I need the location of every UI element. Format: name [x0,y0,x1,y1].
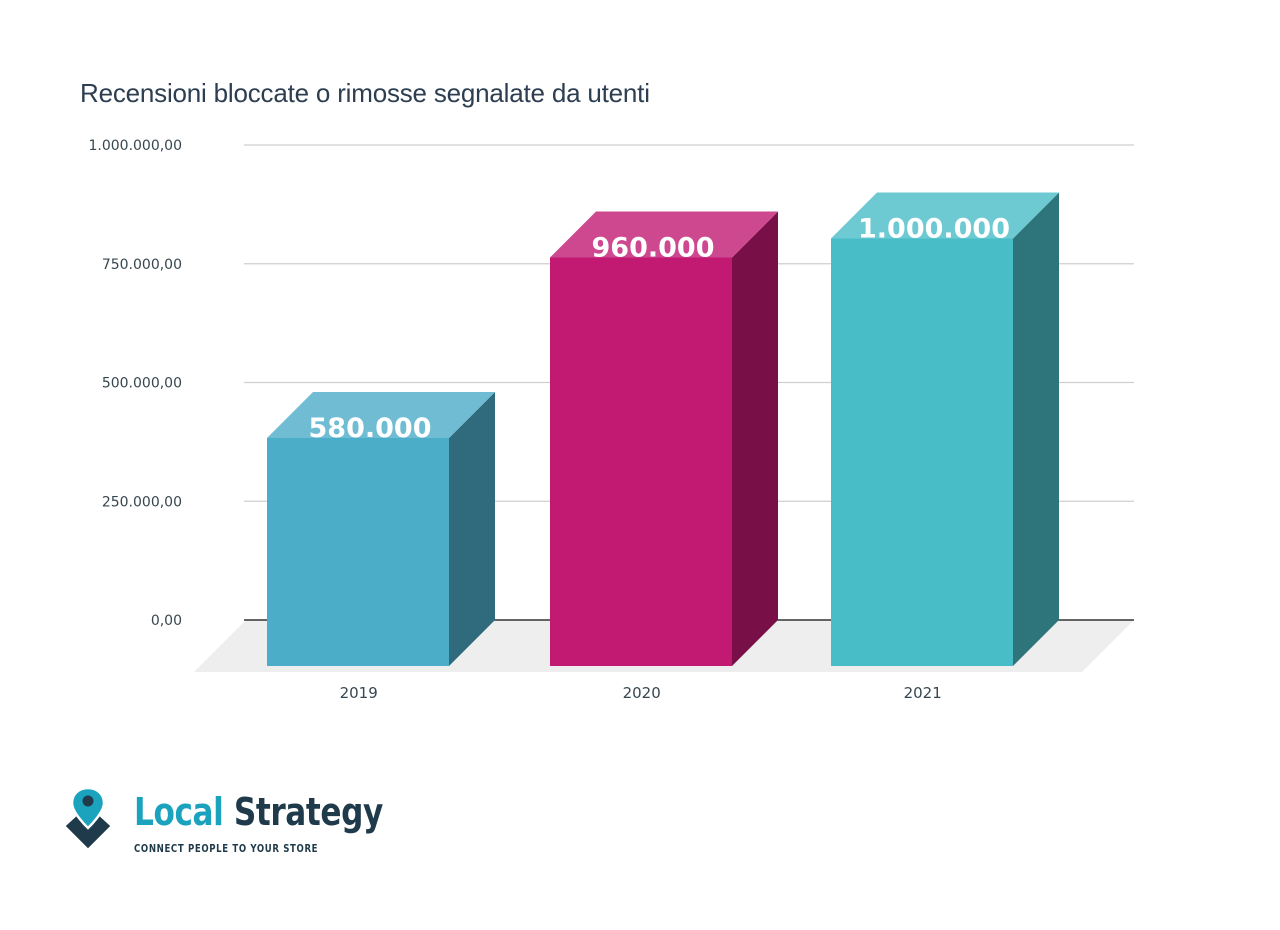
bar-side [1013,192,1059,666]
bar-front [831,238,1013,666]
bar-side [732,211,778,666]
bar-side [449,392,495,666]
data-label: 1.000.000 [858,214,1010,245]
x-tick-label: 2021 [904,684,942,702]
y-tick-label: 1.000.000,00 [88,138,182,154]
y-tick-label: 250.000,00 [102,494,182,510]
y-tick-label: 500.000,00 [102,376,182,392]
bar-2021: 1.000.000 [831,192,1059,666]
logo-word-strategy: Strategy [233,790,384,834]
data-label: 960.000 [592,233,715,264]
chart-title: Recensioni bloccate o rimosse segnalate … [80,78,650,108]
bar-front [550,257,732,666]
map-pin-icon [62,786,114,852]
bar-2020: 960.000 [550,211,778,666]
bar-top [831,192,1059,239]
x-tick-label: 2019 [340,684,378,702]
bar-2019: 580.000 [267,392,495,666]
logo-word-local: Local [134,790,224,834]
bar-top [550,211,778,258]
y-tick-label: 0,00 [151,613,182,629]
local-strategy-logo: Local Strategy CONNECT PEOPLE TO YOUR ST… [62,786,383,858]
logo-tagline: CONNECT PEOPLE TO YOUR STORE [134,842,319,855]
logo-name: Local Strategy [134,792,383,832]
data-label: 580.000 [309,413,432,444]
bar-top [267,392,495,438]
bar-front [267,438,449,666]
y-tick-label: 750.000,00 [102,257,182,273]
x-tick-label: 2020 [623,684,661,702]
